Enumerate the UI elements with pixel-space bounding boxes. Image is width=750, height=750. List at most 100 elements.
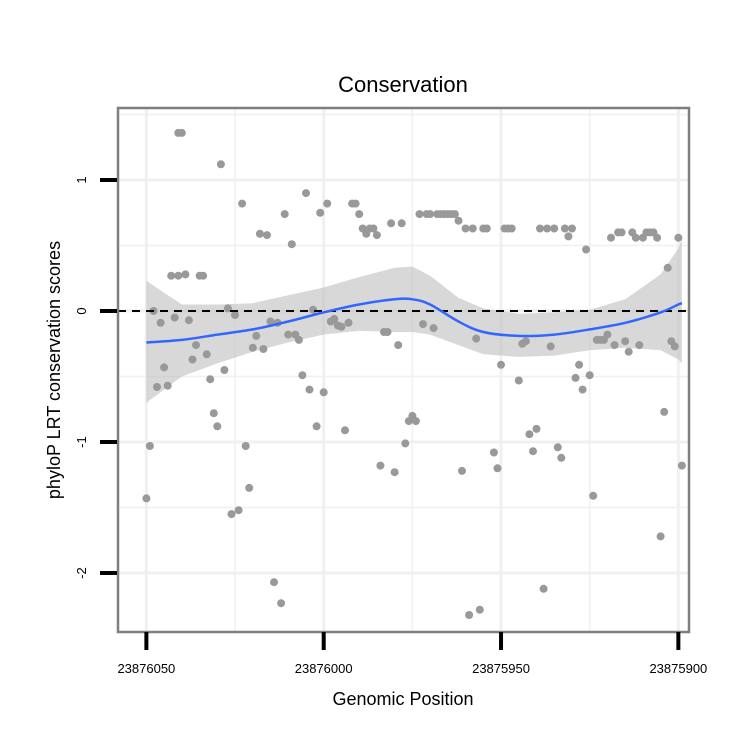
data-point <box>465 611 474 619</box>
data-point <box>550 224 559 233</box>
data-point <box>419 320 427 329</box>
data-point <box>472 334 481 343</box>
confidence-band <box>146 239 682 403</box>
data-point <box>263 231 271 240</box>
data-point <box>323 199 332 208</box>
data-point <box>177 128 186 137</box>
y-tick-label: -1 <box>74 436 89 448</box>
data-point <box>341 426 349 435</box>
data-point <box>532 424 541 433</box>
data-point <box>245 483 254 492</box>
data-point <box>270 578 278 587</box>
data-point <box>206 375 215 384</box>
chart-title: Conservation <box>338 72 468 97</box>
data-point <box>234 506 243 515</box>
x-tick-label: 23875900 <box>649 661 707 676</box>
data-point <box>305 385 314 394</box>
data-point <box>248 343 257 352</box>
data-point <box>653 233 662 242</box>
data-point <box>610 341 619 350</box>
data-point <box>607 233 615 242</box>
data-point <box>475 605 484 614</box>
data-point <box>387 219 396 228</box>
data-points <box>142 128 686 619</box>
y-tick-label: -2 <box>74 567 89 579</box>
data-point <box>656 532 665 541</box>
data-point <box>174 271 183 280</box>
data-point <box>209 409 218 418</box>
data-point <box>372 231 381 240</box>
data-point <box>287 240 296 249</box>
data-point <box>351 199 360 208</box>
data-point <box>497 360 505 369</box>
data-point <box>330 314 339 323</box>
data-point <box>589 491 598 500</box>
data-point <box>277 599 286 608</box>
data-point <box>298 371 307 380</box>
data-point <box>163 381 172 390</box>
data-point <box>557 453 566 462</box>
x-tick-label: 23876050 <box>117 661 175 676</box>
data-point <box>241 442 250 450</box>
data-point <box>213 422 222 431</box>
data-point <box>493 464 502 473</box>
data-point <box>255 229 264 238</box>
data-point <box>635 341 644 350</box>
data-point <box>585 371 594 380</box>
data-point <box>170 313 179 322</box>
panel-border <box>116 106 691 634</box>
data-point <box>376 461 385 470</box>
data-point <box>454 216 463 225</box>
data-point <box>394 341 403 350</box>
data-point <box>529 447 537 456</box>
data-point <box>458 466 466 475</box>
data-point <box>280 210 289 219</box>
plot-panel <box>116 106 691 634</box>
data-point <box>426 210 435 219</box>
data-point <box>603 330 612 339</box>
data-point <box>216 160 225 169</box>
x-axis-label: Genomic Position <box>332 689 473 709</box>
data-point <box>199 271 208 280</box>
data-point <box>553 443 562 452</box>
y-tick-label: 1 <box>74 176 89 183</box>
data-point <box>181 270 190 279</box>
data-point <box>223 304 232 313</box>
smooth-fit-line <box>146 297 683 344</box>
data-point <box>489 448 498 457</box>
data-point <box>252 331 261 340</box>
data-point <box>482 224 491 233</box>
data-point <box>621 337 630 346</box>
data-point <box>429 324 438 333</box>
data-point <box>546 342 555 351</box>
data-point <box>568 224 576 233</box>
data-point <box>397 219 406 228</box>
data-point <box>578 385 587 394</box>
data-point <box>238 199 247 208</box>
data-point <box>631 233 640 242</box>
y-axis-label: phyloP LRT conservation scores <box>44 241 64 499</box>
panel-background <box>118 108 689 632</box>
data-point <box>390 468 399 477</box>
data-point <box>543 224 552 233</box>
data-point <box>184 316 193 325</box>
data-point <box>539 584 548 593</box>
data-point <box>192 341 200 350</box>
data-point <box>582 245 591 254</box>
data-point <box>383 328 392 336</box>
data-point <box>663 263 672 272</box>
data-point <box>525 430 534 439</box>
y-tick-label: 0 <box>74 307 89 314</box>
data-point <box>575 360 584 369</box>
data-point <box>536 224 544 233</box>
data-point <box>401 439 410 448</box>
data-point <box>156 318 165 327</box>
data-point <box>461 224 470 233</box>
data-point <box>670 342 679 351</box>
data-point <box>227 510 236 519</box>
data-point <box>560 224 569 233</box>
data-point <box>344 318 353 327</box>
data-point <box>411 417 420 426</box>
data-point <box>202 350 211 359</box>
